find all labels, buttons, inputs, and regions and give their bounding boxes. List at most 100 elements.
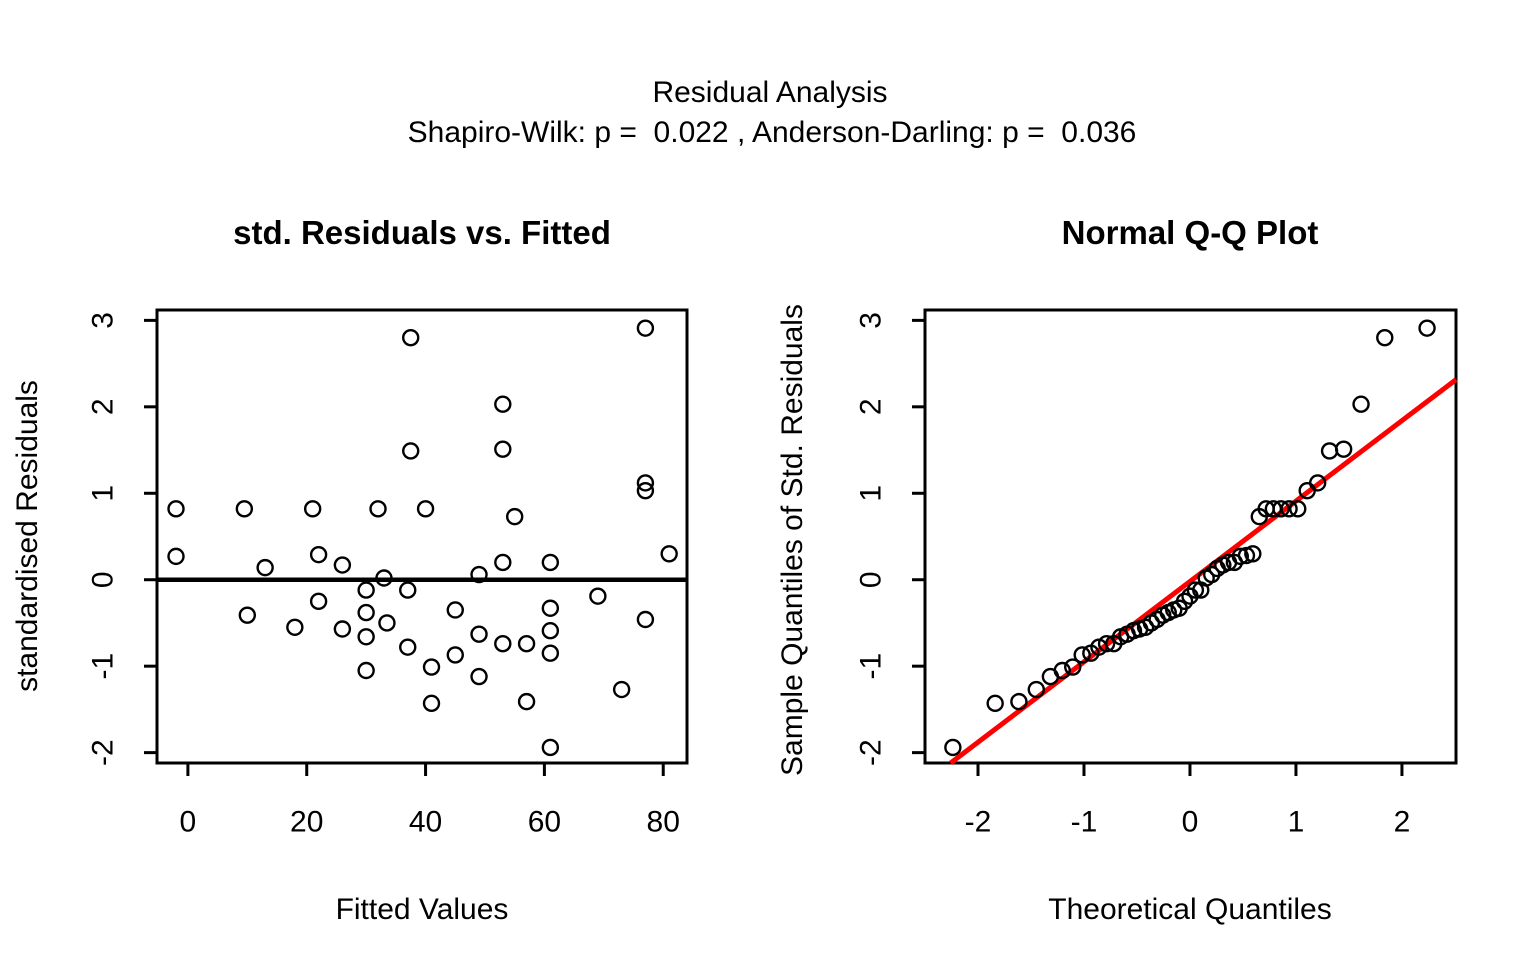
data-point	[660, 545, 678, 563]
data-point	[1097, 634, 1116, 653]
data-point	[1334, 440, 1353, 458]
y-tick-label: 0	[87, 571, 120, 588]
data-point	[636, 610, 655, 629]
data-point	[1244, 545, 1262, 563]
y-tick-label: -1	[855, 653, 888, 680]
right-x-axis-label: Theoretical Quantiles	[1048, 893, 1332, 926]
data-point	[1027, 680, 1045, 699]
left-x-axis-label: Fitted Values	[335, 893, 509, 926]
y-tick-label: 0	[855, 571, 888, 588]
x-tick-label: 60	[528, 806, 561, 839]
data-point	[636, 481, 655, 500]
fitted-plot-panel: 0 20 40 60 80 -2 -1 0 1 2 3	[87, 308, 689, 839]
data-point	[1280, 500, 1298, 518]
data-point	[636, 474, 655, 492]
data-point	[378, 614, 396, 632]
y-tick-label: 1	[855, 485, 888, 502]
data-point	[333, 620, 352, 638]
normality-test-results: Shapiro-Wilk: p = 0.022 , Anderson-Darli…	[407, 116, 1137, 149]
x-tick-label: 20	[290, 806, 323, 839]
data-point	[494, 634, 512, 653]
x-tick-label: 40	[409, 806, 442, 839]
y-tick-label: 2	[855, 398, 888, 415]
x-tick-label: -2	[965, 806, 992, 839]
data-point	[402, 442, 420, 460]
data-point	[541, 553, 560, 572]
data-point	[541, 599, 560, 617]
x-tick-label: 0	[180, 806, 197, 839]
data-point	[1320, 442, 1339, 460]
data-point	[470, 565, 488, 584]
data-point	[422, 694, 441, 713]
data-point	[1010, 692, 1028, 711]
data-point	[375, 569, 393, 587]
data-point	[416, 500, 435, 518]
data-point	[238, 606, 257, 624]
data-point	[446, 646, 464, 664]
y-tick-label: 2	[87, 398, 120, 415]
data-point	[1073, 646, 1091, 664]
data-point	[589, 587, 607, 605]
data-point	[286, 618, 304, 636]
data-point	[167, 547, 185, 566]
data-point	[494, 440, 512, 458]
data-point	[1053, 661, 1071, 680]
left-plot-title: std. Residuals vs. Fitted	[233, 214, 611, 251]
data-point	[470, 625, 488, 643]
data-point	[1272, 500, 1290, 518]
data-point	[541, 738, 560, 757]
x-tick-label: 1	[1288, 806, 1305, 839]
data-point	[636, 319, 655, 337]
plot-box	[155, 308, 689, 765]
data-point	[541, 622, 560, 640]
data-point	[399, 638, 417, 656]
data-point	[1186, 581, 1205, 599]
data-point	[402, 328, 420, 347]
data-point	[422, 658, 441, 676]
data-point	[333, 556, 352, 574]
data-point	[357, 628, 375, 646]
data-point	[1064, 658, 1082, 676]
data-point	[357, 603, 375, 622]
data-point	[235, 500, 254, 518]
y-tick-label: -1	[87, 653, 120, 680]
data-point	[369, 500, 387, 518]
y-tick-label: 1	[87, 485, 120, 502]
x-tick-label: 2	[1394, 806, 1411, 839]
data-point	[494, 553, 512, 572]
data-point	[446, 601, 464, 619]
data-point	[541, 644, 560, 662]
data-point	[1289, 500, 1307, 518]
data-point	[494, 395, 512, 413]
data-point	[167, 500, 185, 518]
data-point	[399, 581, 417, 599]
data-point	[517, 692, 536, 711]
data-point	[1376, 328, 1394, 347]
data-point	[986, 694, 1004, 713]
data-point	[309, 545, 328, 564]
data-point	[256, 558, 274, 577]
plot-box	[923, 308, 1458, 765]
right-plot-title: Normal Q-Q Plot	[1061, 214, 1319, 251]
data-point	[1308, 474, 1327, 492]
data-point	[357, 581, 375, 599]
data-point	[1352, 395, 1370, 413]
data-point	[612, 680, 631, 699]
data-point	[357, 661, 375, 680]
x-tick-label: -1	[1071, 806, 1098, 839]
data-point	[1418, 319, 1436, 337]
figure-title: Residual Analysis	[652, 76, 888, 109]
data-point	[517, 634, 536, 653]
y-tick-label: 3	[87, 312, 120, 329]
data-point	[505, 507, 524, 526]
data-point	[470, 667, 488, 686]
data-point	[1231, 547, 1250, 566]
data-point	[303, 500, 322, 518]
data-point	[944, 738, 962, 757]
qq-plot-panel: -2 -1 0 1 2 -2 -1 0 1 2 3	[855, 308, 1458, 839]
y-tick-label: 3	[855, 312, 888, 329]
y-tick-label: -2	[87, 739, 120, 766]
x-tick-label: 0	[1182, 806, 1199, 839]
